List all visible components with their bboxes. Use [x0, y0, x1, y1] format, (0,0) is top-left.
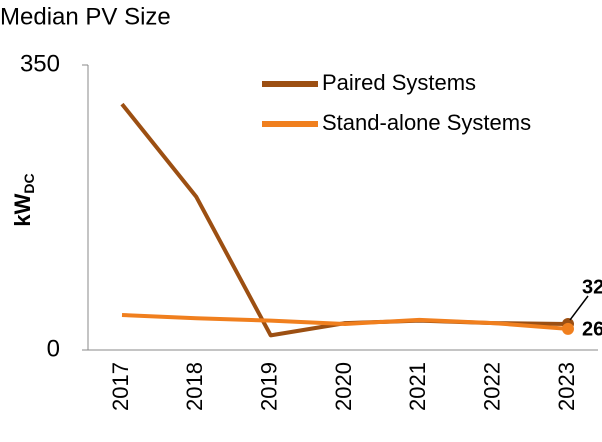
x-tick-label: 2019: [256, 362, 281, 411]
x-tick-label: 2018: [182, 362, 207, 411]
leader-line: [569, 295, 589, 321]
value-label: 32: [582, 276, 602, 298]
x-tick-label: 2020: [331, 362, 356, 411]
y-axis-label-main: kW: [10, 193, 35, 226]
x-tick-label: 2023: [554, 362, 579, 411]
y-axis-label-sub: DC: [21, 173, 37, 193]
legend-label: Stand-alone Systems: [322, 110, 531, 135]
chart-title: Median PV Size: [0, 3, 171, 30]
legend-label: Paired Systems: [322, 70, 476, 95]
end-marker: [562, 322, 574, 335]
x-tick-label: 2017: [108, 362, 133, 411]
series-line: [121, 312, 569, 331]
y-axis-label: kWDC: [10, 173, 37, 226]
x-tick-label: 2021: [405, 362, 430, 411]
y-tick-label: 350: [20, 50, 60, 77]
series-line: [120, 102, 569, 338]
value-label: 26: [582, 318, 602, 340]
x-tick-label: 2022: [479, 362, 504, 411]
y-tick-label: 0: [47, 335, 60, 362]
